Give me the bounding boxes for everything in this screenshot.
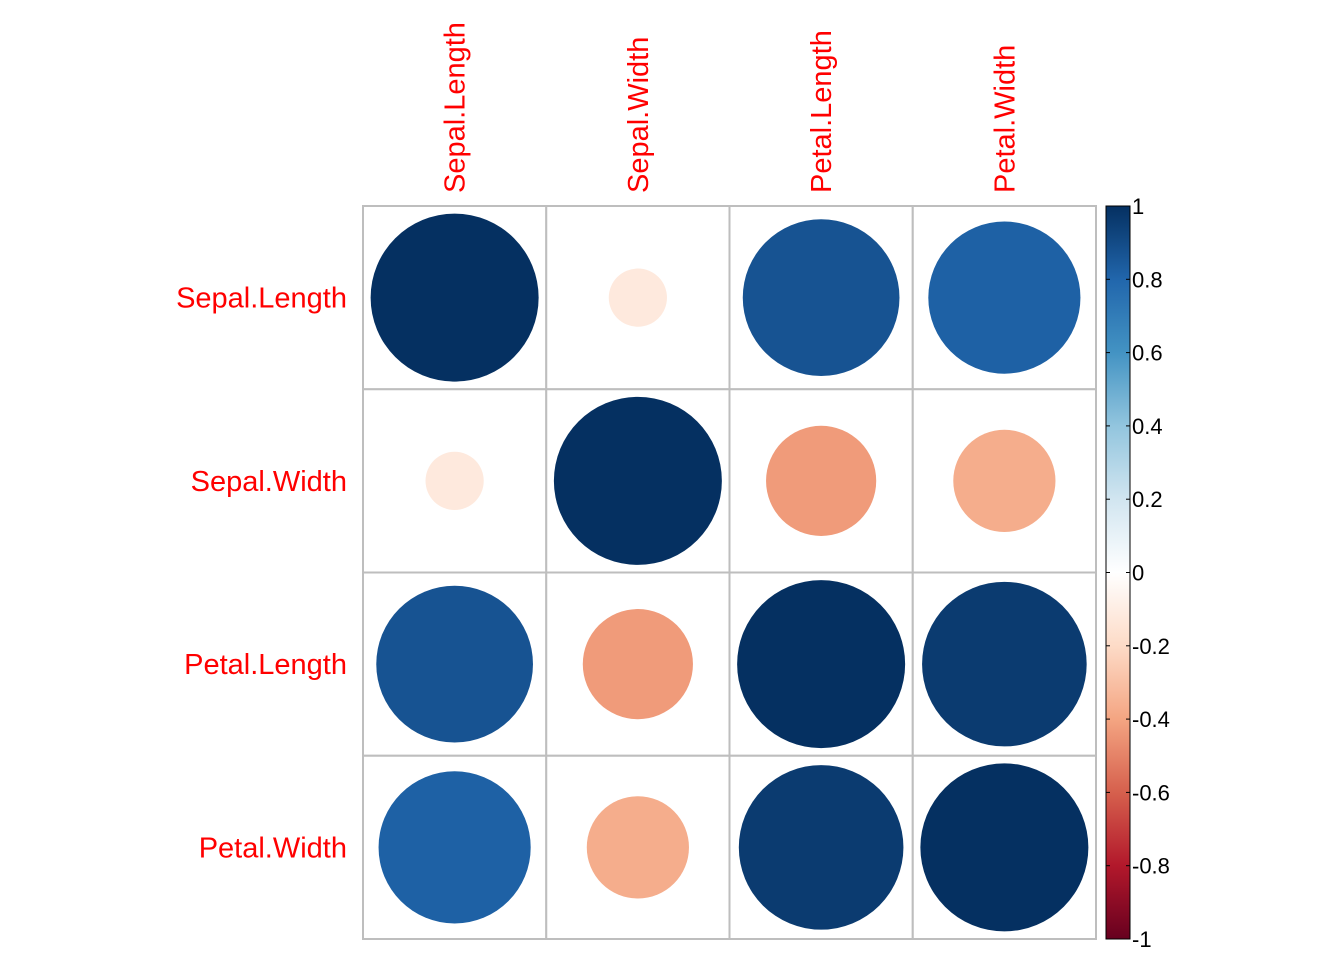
correlation-circle (586, 796, 689, 899)
colorbar-tick-label: -0.6 (1132, 780, 1170, 805)
correlation-circle (953, 429, 1056, 532)
row-label: Petal.Length (184, 649, 347, 681)
variable-labels: Sepal.Length Sepal.Width Petal.Length Petal… (176, 22, 1021, 864)
correlation-circle (582, 609, 693, 720)
correlation-circles (370, 213, 1089, 932)
correlation-circle (920, 763, 1089, 932)
column-label: Sepal.Width (623, 37, 655, 193)
colorbar-tick-label: 0 (1132, 561, 1144, 586)
colorbar-tick-label: 0.8 (1132, 267, 1163, 292)
column-label: Petal.Length (806, 30, 838, 193)
row-label: Petal.Width (199, 832, 347, 864)
colorbar-tick-label: 0.2 (1132, 487, 1163, 512)
correlation-circle (737, 580, 906, 749)
correlation-circle (922, 581, 1087, 747)
colorbar-tick-label: -1 (1132, 927, 1152, 952)
correlation-circle (738, 765, 904, 930)
column-label: Sepal.Length (440, 22, 472, 193)
correlation-circle (378, 771, 531, 924)
row-label: Sepal.Width (191, 466, 347, 498)
correlation-circle (928, 221, 1081, 374)
matrix-cell (911, 388, 1097, 574)
colorbar-tick-label: -0.8 (1132, 854, 1170, 879)
colorbar-tick-label: -0.4 (1132, 707, 1170, 732)
colorbar: 1 0.8 0.6 0.4 0.2 0 -0.2 -0.4 -0.6 -0.8 -1 (1105, 194, 1170, 952)
correlation-circle (742, 219, 900, 376)
correlation-circle (425, 451, 484, 510)
matrix-cell (545, 754, 731, 940)
correlation-circle (608, 268, 667, 327)
correlation-circle (766, 425, 877, 536)
correlation-circle (370, 213, 539, 382)
row-label: Sepal.Length (176, 283, 347, 315)
colorbar-tick-label: 0.6 (1132, 341, 1163, 366)
colorbar-tick-label: -0.2 (1132, 634, 1170, 659)
colorbar-tick-label: 0.4 (1132, 414, 1163, 439)
correlation-circle (553, 396, 722, 565)
column-label: Petal.Width (989, 45, 1021, 193)
correlation-circle (376, 585, 533, 743)
colorbar-tick-label: 1 (1132, 194, 1144, 219)
